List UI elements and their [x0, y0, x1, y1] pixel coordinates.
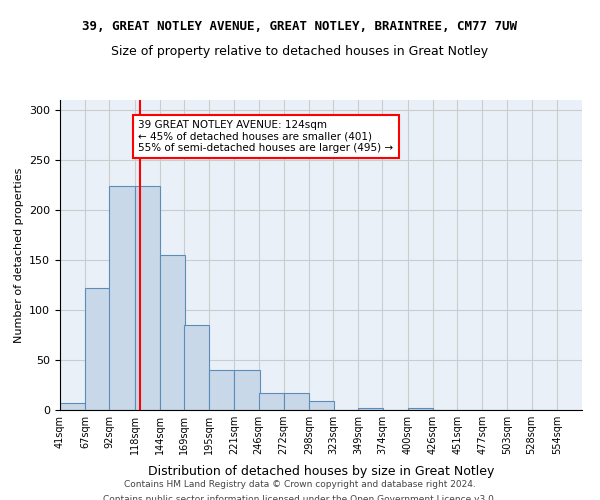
Bar [309, 401, 334, 410]
Text: Contains public sector information licensed under the Open Government Licence v3: Contains public sector information licen… [103, 495, 497, 500]
Bar [184, 325, 209, 410]
Bar [85, 288, 110, 410]
Text: Size of property relative to detached houses in Great Notley: Size of property relative to detached ho… [112, 45, 488, 58]
Text: 39, GREAT NOTLEY AVENUE, GREAT NOTLEY, BRAINTREE, CM77 7UW: 39, GREAT NOTLEY AVENUE, GREAT NOTLEY, B… [83, 20, 517, 33]
Bar [407, 408, 433, 410]
Bar [284, 393, 309, 410]
Text: Contains HM Land Registry data © Crown copyright and database right 2024.: Contains HM Land Registry data © Crown c… [124, 480, 476, 489]
Bar [209, 370, 235, 410]
Bar [60, 403, 85, 410]
Bar [259, 393, 284, 410]
Y-axis label: Number of detached properties: Number of detached properties [14, 168, 23, 342]
Bar [160, 255, 185, 410]
X-axis label: Distribution of detached houses by size in Great Notley: Distribution of detached houses by size … [148, 466, 494, 478]
Bar [134, 186, 160, 410]
Bar [358, 408, 383, 410]
Text: 39 GREAT NOTLEY AVENUE: 124sqm
← 45% of detached houses are smaller (401)
55% of: 39 GREAT NOTLEY AVENUE: 124sqm ← 45% of … [139, 120, 394, 153]
Bar [235, 370, 260, 410]
Bar [109, 186, 134, 410]
